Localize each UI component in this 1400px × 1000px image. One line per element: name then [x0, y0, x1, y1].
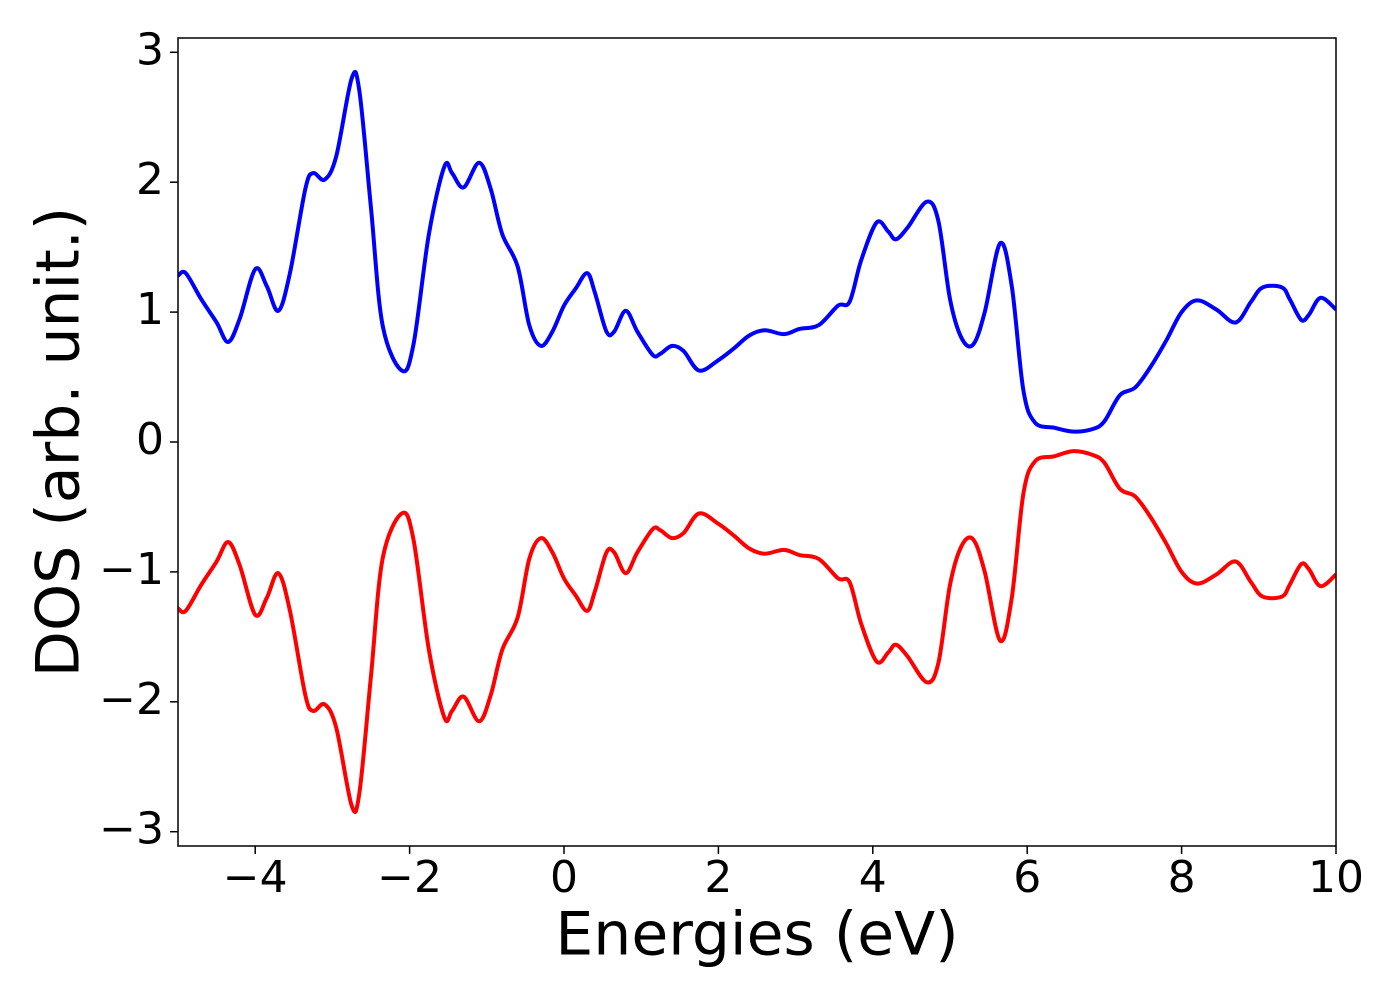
- y-tick-label: 1: [136, 284, 164, 335]
- x-tick-label: 8: [1168, 852, 1196, 903]
- series-line: [178, 449, 1336, 815]
- x-tick-label: 2: [704, 852, 732, 903]
- x-tick-label: 4: [859, 852, 887, 903]
- y-tick-label: −1: [99, 544, 164, 595]
- y-tick-label: 3: [136, 24, 164, 75]
- y-tick-label: −3: [99, 804, 164, 855]
- x-tick-label: −4: [223, 852, 288, 903]
- x-axis-label: Energies (eV): [555, 900, 958, 970]
- y-tick-label: 2: [136, 154, 164, 205]
- y-axis-label: DOS (arb. unit.): [24, 207, 94, 677]
- y-tick-label: 0: [136, 414, 164, 465]
- y-tick-label: −2: [99, 674, 164, 725]
- x-tick-label: 0: [550, 852, 578, 903]
- x-tick-label: 6: [1013, 852, 1041, 903]
- plot-frame: [177, 37, 1337, 847]
- series-line: [178, 69, 1336, 434]
- x-tick-label: 10: [1308, 852, 1364, 903]
- x-tick-label: −2: [377, 852, 442, 903]
